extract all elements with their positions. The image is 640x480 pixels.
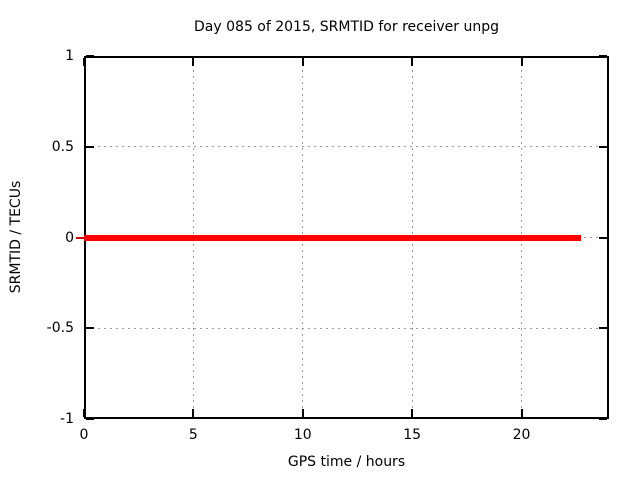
x-tick-mark-top (520, 58, 523, 66)
y-grid-line (86, 146, 607, 148)
x-tick-label: 0 (79, 427, 89, 443)
x-tick-mark (520, 409, 523, 417)
y-tick-mark-right (599, 55, 607, 57)
y-tick-label: -1 (60, 411, 74, 427)
y-grid-line (86, 327, 607, 329)
y-tick-label: 1 (65, 48, 74, 64)
y-tick-mark (86, 327, 94, 330)
y-tick-label: 0.5 (51, 138, 74, 155)
chart-title: Day 085 of 2015, SRMTID for receiver unp… (194, 19, 499, 35)
y-tick-label: 0 (65, 229, 74, 246)
data-series-line (84, 234, 581, 241)
y-tick-label: -0.5 (46, 320, 74, 337)
x-tick-mark (301, 409, 304, 417)
series-edge-dash (76, 236, 84, 239)
y-tick-mark (86, 418, 94, 420)
x-tick-label: 5 (188, 427, 198, 443)
y-tick-mark (86, 55, 94, 57)
y-tick-mark-right (599, 236, 607, 239)
y-tick-mark-right (599, 145, 607, 148)
x-tick-mark-top (192, 58, 195, 66)
x-tick-mark (192, 409, 195, 417)
x-tick-label: 20 (512, 427, 531, 443)
x-tick-mark-top (411, 58, 414, 66)
y-tick-mark (86, 145, 94, 148)
x-tick-label: 10 (293, 427, 312, 443)
x-tick-mark-top (83, 58, 85, 66)
x-tick-mark (411, 409, 414, 417)
x-tick-mark-top (301, 58, 304, 66)
x-tick-mark (83, 409, 85, 417)
y-tick-mark-right (599, 327, 607, 330)
x-tick-label: 15 (403, 427, 422, 443)
y-tick-mark-right (599, 418, 607, 420)
x-axis-label: GPS time / hours (287, 454, 406, 470)
